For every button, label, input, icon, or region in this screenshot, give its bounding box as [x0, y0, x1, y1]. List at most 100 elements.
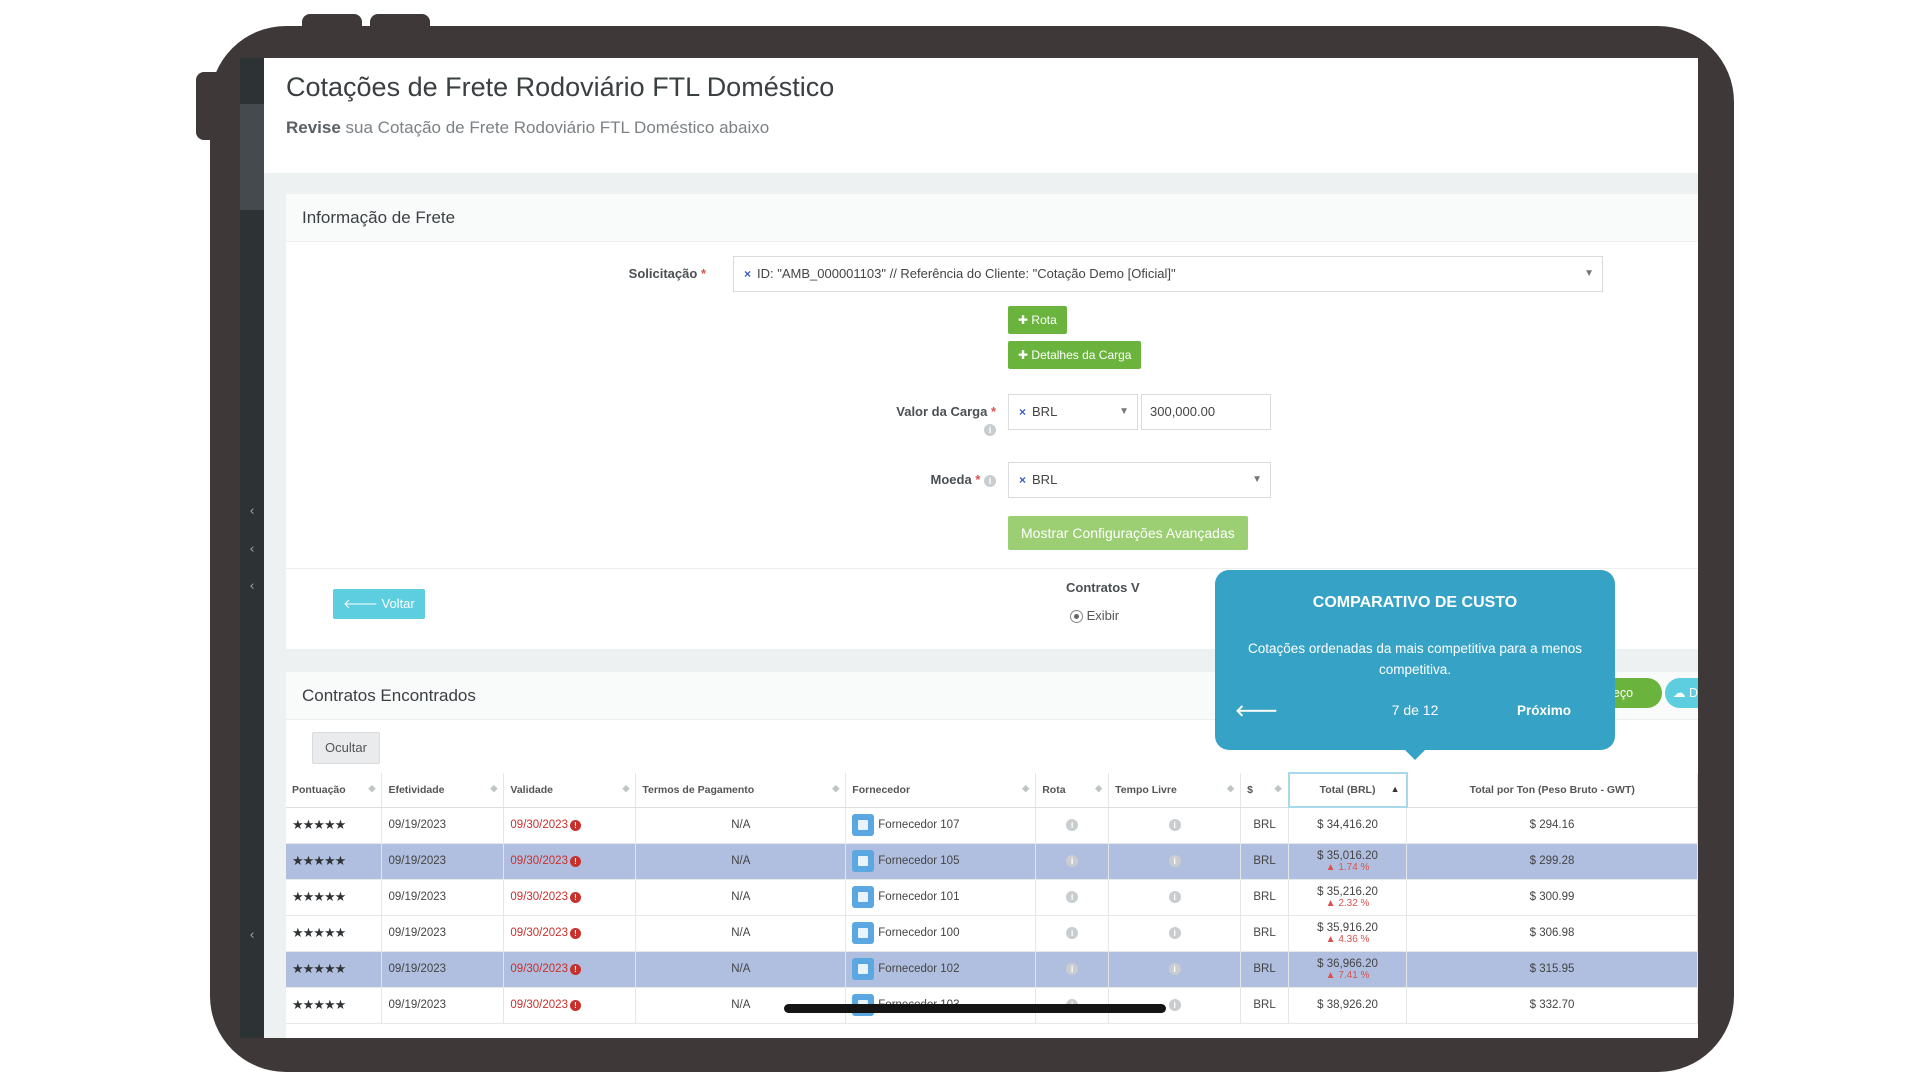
clear-icon: × [1019, 405, 1026, 419]
tablet-screen: ‹ ‹ ‹ ‹ Cotações de Frete Rodoviário FTL… [240, 58, 1698, 1038]
chevron-left-icon[interactable]: ‹ [240, 928, 264, 943]
sort-icon: ◆ [1227, 783, 1234, 794]
score-stars: ★★★★★ [286, 843, 382, 879]
col-header-free-time[interactable]: Tempo Livre ◆ [1109, 773, 1241, 807]
currency-label: Moeda * i [816, 472, 996, 487]
vendor-icon [852, 922, 874, 944]
main-content: Cotações de Frete Rodoviário FTL Domésti… [264, 58, 1698, 1038]
sort-icon: ◆ [832, 783, 839, 794]
vendor-cell[interactable]: Fornecedor 107 [846, 807, 1036, 843]
col-header-payment-terms[interactable]: Termos de Pagamento ◆ [636, 773, 846, 807]
alert-icon: ! [570, 1000, 581, 1011]
info-icon: i [1169, 927, 1181, 939]
col-header-route[interactable]: Rota ◆ [1036, 773, 1109, 807]
show-advanced-settings-button[interactable]: Mostrar Configurações Avançadas [1008, 516, 1248, 550]
free-time-info[interactable]: i [1109, 843, 1241, 879]
route-info[interactable]: i [1036, 879, 1109, 915]
request-select[interactable]: × ID: "AMB_000001103" // Referência do Cl… [733, 256, 1603, 292]
validity-date: 09/30/2023! [504, 879, 636, 915]
col-header-total[interactable]: Total (BRL) ▲ [1289, 773, 1407, 807]
info-icon: i [1169, 999, 1181, 1011]
free-time-info[interactable]: i [1109, 807, 1241, 843]
show-radio[interactable]: Exibir [1070, 608, 1119, 623]
cost-comparison-tooltip: COMPARATIVO DE CUSTO Cotações ordenadas … [1215, 570, 1615, 750]
per-ton-cell: $ 300.99 [1407, 879, 1698, 915]
payment-terms: N/A [636, 807, 846, 843]
payment-terms: N/A [636, 879, 846, 915]
route-info[interactable]: i [1036, 951, 1109, 987]
route-info[interactable]: i [1036, 843, 1109, 879]
table-header-row: Pontuação ◆ Efetividade ◆ Validade ◆ Termos… [286, 773, 1698, 807]
per-ton-cell: $ 315.95 [1407, 951, 1698, 987]
per-ton-cell: $ 294.16 [1407, 807, 1698, 843]
info-icon: i [1066, 819, 1078, 831]
effective-date: 09/19/2023 [382, 987, 504, 1023]
contracts-table: Pontuação ◆ Efetividade ◆ Validade ◆ Termos… [286, 772, 1698, 1024]
free-time-info[interactable]: i [1109, 951, 1241, 987]
route-info[interactable]: i [1036, 807, 1109, 843]
vendor-cell[interactable]: Fornecedor 101 [846, 879, 1036, 915]
chevron-left-icon[interactable]: ‹ [240, 542, 264, 557]
cargo-currency-select[interactable]: × BRL ▼ [1008, 394, 1138, 430]
info-icon: i [1169, 855, 1181, 867]
col-header-currency[interactable]: $ ◆ [1241, 773, 1289, 807]
chevron-left-icon[interactable]: ‹ [240, 579, 264, 594]
back-button[interactable]: 🡐 Voltar [333, 589, 425, 619]
arrow-left-icon: 🡐 [343, 596, 378, 611]
col-header-score[interactable]: Pontuação ◆ [286, 773, 382, 807]
free-time-info[interactable]: i [1109, 915, 1241, 951]
col-header-validity[interactable]: Validade ◆ [504, 773, 636, 807]
currency-cell: BRL [1241, 879, 1289, 915]
effective-date: 09/19/2023 [382, 951, 504, 987]
col-header-vendor[interactable]: Fornecedor ◆ [846, 773, 1036, 807]
sort-icon: ◆ [622, 783, 629, 794]
info-icon: i [1066, 963, 1078, 975]
radio-icon [1070, 610, 1083, 623]
vendor-cell[interactable]: Fornecedor 105 [846, 843, 1036, 879]
col-header-total-per-ton[interactable]: Total por Ton (Peso Bruto - GWT) [1407, 773, 1698, 807]
payment-terms: N/A [636, 915, 846, 951]
panel-title: Contratos Encontrados [302, 686, 476, 706]
route-info[interactable]: i [1036, 915, 1109, 951]
free-time-info[interactable]: i [1109, 879, 1241, 915]
total-cell: $ 36,966.20 ▲ 7.41 % [1289, 951, 1407, 987]
vendor-icon [852, 958, 874, 980]
info-icon: i [1169, 819, 1181, 831]
col-header-effective[interactable]: Efetividade ◆ [382, 773, 504, 807]
alert-icon: ! [570, 928, 581, 939]
validity-date: 09/30/2023! [504, 807, 636, 843]
hide-button[interactable]: Ocultar [312, 732, 380, 764]
info-icon: i [1169, 963, 1181, 975]
vendor-icon [852, 886, 874, 908]
currency-cell: BRL [1241, 807, 1289, 843]
sort-up-icon: ▲ [1391, 784, 1400, 794]
chevron-down-icon: ▼ [1252, 463, 1262, 497]
pct-increase: ▲ 7.41 % [1295, 970, 1400, 981]
chevron-left-icon[interactable]: ‹ [240, 504, 264, 519]
vendor-cell[interactable]: Fornecedor 100 [846, 915, 1036, 951]
sort-icon: ◆ [369, 783, 376, 794]
currency-cell: BRL [1241, 915, 1289, 951]
info-icon: i [1066, 891, 1078, 903]
download-button[interactable]: ☁ Down [1665, 678, 1698, 708]
info-icon: i [1169, 891, 1181, 903]
sidebar: ‹ ‹ ‹ ‹ [240, 58, 264, 1038]
vendor-cell[interactable]: Fornecedor 102 [846, 951, 1036, 987]
add-route-button[interactable]: ✚ Rota [1008, 306, 1067, 334]
validity-date: 09/30/2023! [504, 951, 636, 987]
home-indicator [784, 1004, 1166, 1013]
add-cargo-details-button[interactable]: ✚ Detalhes da Carga [1008, 341, 1141, 369]
cargo-amount-input[interactable]: 300,000.00 [1141, 394, 1271, 430]
currency-cell: BRL [1241, 951, 1289, 987]
pct-increase: ▲ 1.74 % [1295, 862, 1400, 873]
tooltip-next-button[interactable]: Próximo [1517, 703, 1571, 718]
currency-select[interactable]: × BRL ▼ [1008, 462, 1271, 498]
page-subtitle: Revise sua Cotação de Frete Rodoviário F… [286, 118, 769, 138]
sort-icon: ◆ [1022, 783, 1029, 794]
alert-icon: ! [570, 820, 581, 831]
